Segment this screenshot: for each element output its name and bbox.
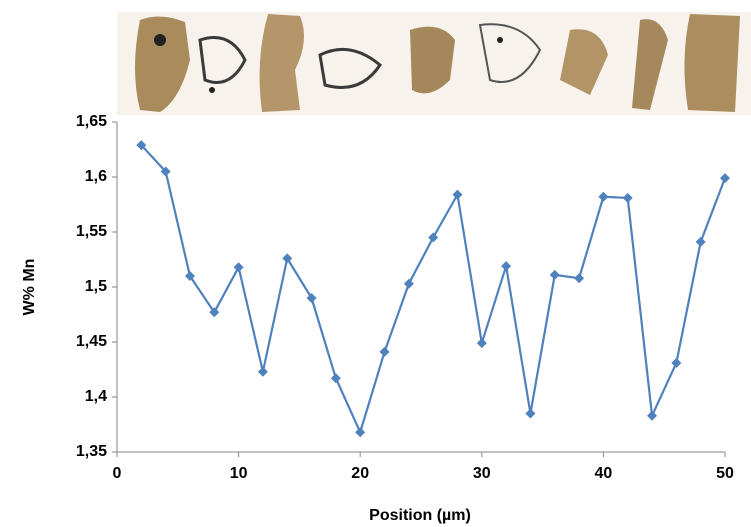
y-tick-label: 1,5 (85, 278, 107, 295)
marker (501, 261, 512, 272)
marker (160, 166, 171, 177)
marker (671, 357, 682, 368)
marker (233, 262, 244, 273)
marker (549, 269, 560, 280)
x-tick-label: 40 (595, 465, 613, 482)
series-line (140, 144, 727, 436)
marker (428, 232, 439, 243)
x-axis-label: Position (µm) (369, 507, 471, 524)
x-tick-label: 10 (230, 465, 248, 482)
marker (525, 408, 536, 419)
marker (452, 189, 463, 200)
marker (209, 307, 220, 318)
micrograph (117, 12, 751, 115)
marker (184, 271, 195, 281)
y-tick-label: 1,65 (76, 113, 107, 130)
marker (136, 140, 147, 151)
marker (622, 192, 633, 203)
y-tick-label: 1,35 (76, 443, 107, 460)
marker (330, 373, 341, 384)
marker (403, 278, 414, 289)
y-tick-label: 1,6 (85, 168, 107, 185)
x-tick-label: 20 (351, 465, 369, 482)
y-tick-label: 1,4 (85, 388, 107, 405)
x-tick-label: 30 (473, 465, 491, 482)
y-tick-label: 1,45 (76, 333, 107, 350)
marker (306, 293, 317, 303)
y-tick-label: 1,55 (76, 223, 107, 240)
marker (476, 338, 487, 349)
marker (574, 273, 585, 284)
x-tick-label: 0 (113, 465, 122, 482)
marker (720, 173, 730, 184)
marker (598, 191, 609, 202)
marker (647, 410, 658, 421)
marker (379, 346, 390, 357)
x-tick-label: 50 (716, 465, 734, 482)
y-axis-label: W% Mn (21, 259, 38, 316)
marker (282, 253, 293, 264)
marker (695, 236, 706, 247)
marker (257, 366, 268, 377)
marker (355, 427, 366, 438)
